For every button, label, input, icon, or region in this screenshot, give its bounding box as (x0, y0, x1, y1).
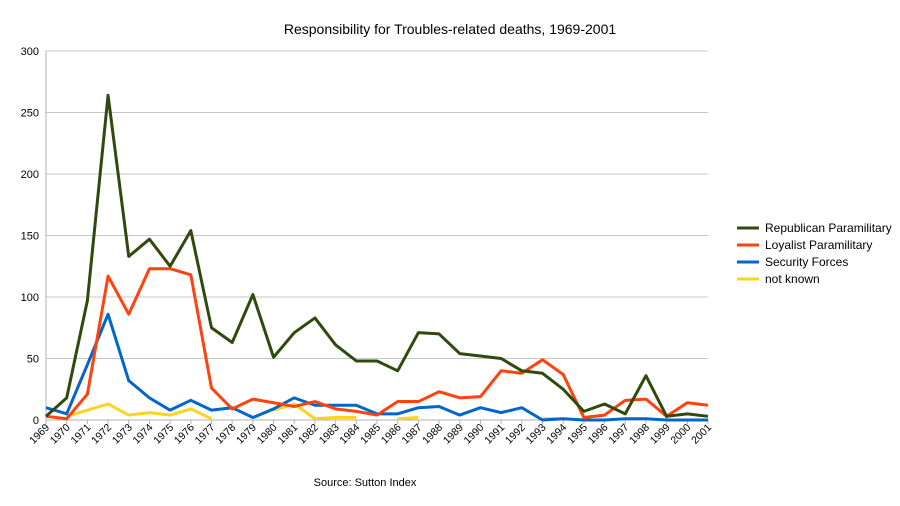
x-tick-label: 1971 (68, 422, 93, 447)
x-tick-label: 1991 (482, 422, 507, 447)
x-tick-label: 1978 (213, 422, 238, 447)
x-tick-label: 1986 (379, 422, 404, 447)
legend-label: not known (765, 272, 820, 286)
source-note: Source: Sutton Index (314, 477, 417, 489)
x-tick-label: 1984 (337, 422, 362, 447)
x-tick-label: 1992 (503, 422, 528, 447)
x-tick-label: 1973 (110, 422, 135, 447)
x-tick-label: 1980 (255, 422, 280, 447)
x-tick-label: 1981 (275, 422, 300, 447)
series-line-republican-paramilitary (45, 93, 709, 418)
legend: Republican Paramilitary Loyalist Paramili… (737, 221, 892, 286)
x-tick-label: 1979 (234, 422, 259, 447)
x-tick-label: 1983 (317, 422, 342, 447)
x-tick-label: 1995 (565, 422, 590, 447)
x-tick-label: 1976 (172, 422, 197, 447)
x-tick-label: 1972 (89, 422, 114, 447)
x-tick-label: 1999 (648, 422, 673, 447)
x-tick-label: 2000 (668, 422, 693, 447)
series-line-not-known (66, 402, 669, 421)
legend-label: Republican Paramilitary (765, 221, 892, 235)
x-tick-label: 1970 (48, 422, 73, 447)
x-tick-label: 1988 (420, 422, 445, 447)
y-tick-label: 200 (21, 169, 39, 181)
legend-label: Security Forces (765, 255, 848, 269)
chart-title: Responsibility for Troubles-related deat… (284, 21, 617, 37)
x-tick-label: 2001 (689, 422, 714, 447)
series-line-loyalist-paramilitary (45, 267, 709, 421)
x-tick-label: 1982 (296, 422, 321, 447)
y-axis-ticks: 0 50 100 150 200 250 300 (21, 46, 39, 427)
y-tick-label: 150 (21, 231, 39, 243)
x-tick-label: 1975 (151, 422, 176, 447)
y-tick-label: 50 (27, 354, 39, 366)
legend-label: Loyalist Paramilitary (765, 238, 872, 252)
x-tick-label: 1987 (399, 422, 424, 447)
x-tick-label: 1998 (627, 422, 652, 447)
x-tick-label: 1996 (586, 422, 611, 447)
y-tick-label: 0 (33, 415, 39, 427)
grid (45, 50, 708, 421)
x-tick-label: 1990 (462, 422, 487, 447)
y-tick-label: 300 (21, 46, 39, 58)
series-lines (45, 93, 709, 422)
x-tick-label: 1969 (27, 422, 52, 447)
x-axis-ticks: 1969197019711972197319741975197619771978… (27, 420, 714, 447)
x-tick-label: 1977 (193, 422, 218, 447)
x-tick-label: 1993 (524, 422, 549, 447)
x-tick-label: 1989 (441, 422, 466, 447)
x-tick-label: 1985 (358, 422, 383, 447)
y-tick-label: 100 (21, 292, 39, 304)
x-tick-label: 1974 (131, 422, 156, 447)
y-tick-label: 250 (21, 108, 39, 120)
series-line-security-forces (45, 312, 708, 422)
x-tick-label: 1997 (606, 422, 631, 447)
x-tick-label: 1994 (544, 422, 569, 447)
